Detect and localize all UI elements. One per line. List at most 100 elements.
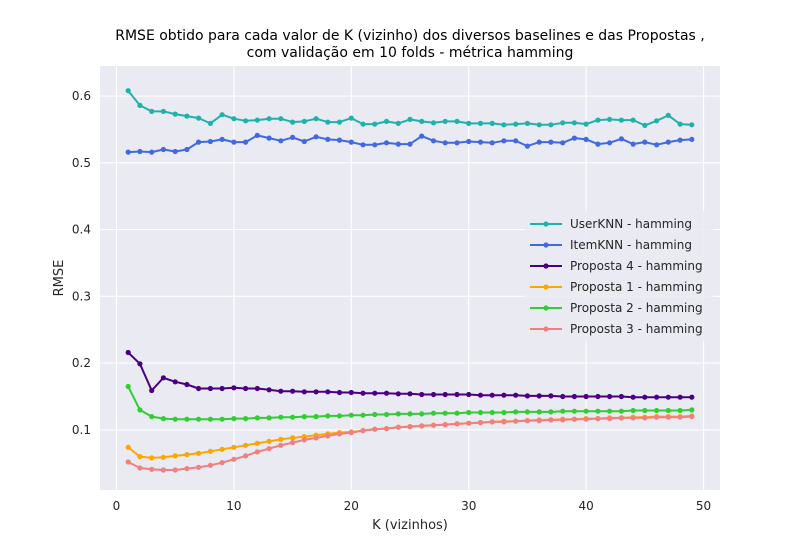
data-point bbox=[524, 143, 531, 149]
data-point bbox=[254, 415, 260, 421]
data-point bbox=[630, 141, 636, 147]
data-point bbox=[618, 117, 625, 123]
series-group bbox=[125, 88, 695, 473]
data-point bbox=[219, 416, 225, 422]
y-tick-label: 0.2 bbox=[72, 356, 91, 370]
data-point bbox=[677, 121, 683, 127]
data-point bbox=[207, 120, 213, 126]
data-point bbox=[501, 419, 507, 425]
legend-item: ItemKNN - hamming bbox=[530, 238, 692, 252]
data-point bbox=[513, 409, 519, 415]
data-point bbox=[654, 394, 660, 400]
data-point bbox=[466, 138, 472, 145]
data-point bbox=[524, 120, 531, 126]
data-point bbox=[313, 414, 319, 420]
data-point bbox=[372, 121, 378, 127]
data-point bbox=[172, 467, 178, 473]
data-point bbox=[313, 389, 319, 395]
y-axis-ticks: 0.1 0.2 0.3 0.4 0.5 0.6 bbox=[72, 89, 91, 437]
data-point bbox=[489, 392, 495, 398]
data-point bbox=[360, 428, 366, 434]
data-point bbox=[196, 450, 202, 456]
data-point bbox=[630, 415, 636, 421]
data-point bbox=[301, 389, 307, 395]
data-point bbox=[501, 138, 507, 144]
legend-item: UserKNN - hamming bbox=[530, 217, 692, 231]
data-point bbox=[607, 393, 613, 400]
data-point bbox=[137, 361, 143, 367]
data-point bbox=[689, 122, 695, 128]
data-point bbox=[630, 407, 636, 414]
data-point bbox=[536, 409, 542, 415]
data-point bbox=[243, 139, 249, 145]
data-point bbox=[548, 393, 554, 399]
data-point bbox=[196, 115, 202, 121]
data-point bbox=[548, 409, 554, 415]
data-point bbox=[513, 121, 519, 127]
legend: UserKNN - hamming ItemKNN - hamming Propos… bbox=[525, 211, 713, 341]
data-point bbox=[172, 453, 178, 459]
data-point bbox=[395, 424, 401, 430]
data-point bbox=[654, 414, 660, 420]
data-point bbox=[160, 416, 166, 422]
data-point bbox=[149, 108, 155, 114]
data-point bbox=[395, 141, 401, 147]
data-point bbox=[301, 437, 307, 443]
data-point bbox=[665, 112, 671, 118]
data-point bbox=[325, 136, 331, 142]
data-point bbox=[677, 414, 683, 420]
data-point bbox=[489, 409, 495, 416]
data-point bbox=[290, 440, 296, 446]
legend-item: Proposta 3 - hamming bbox=[530, 322, 703, 336]
data-point bbox=[290, 414, 296, 420]
data-point bbox=[336, 413, 343, 419]
data-point bbox=[571, 120, 578, 126]
data-point bbox=[325, 413, 331, 419]
data-point bbox=[160, 375, 166, 381]
data-point bbox=[231, 116, 237, 122]
data-point bbox=[477, 420, 484, 426]
data-point bbox=[184, 452, 190, 458]
data-point bbox=[125, 444, 131, 450]
data-point bbox=[618, 136, 625, 142]
y-axis-label: RMSE bbox=[52, 260, 67, 297]
data-point bbox=[489, 140, 495, 146]
data-point bbox=[466, 420, 472, 426]
data-point bbox=[489, 120, 495, 126]
data-point bbox=[419, 411, 425, 417]
data-point bbox=[325, 389, 331, 395]
data-point bbox=[196, 385, 202, 392]
data-point bbox=[243, 442, 249, 448]
legend-marker bbox=[543, 326, 549, 332]
data-point bbox=[243, 118, 249, 124]
data-point bbox=[207, 416, 213, 422]
legend-box bbox=[525, 211, 713, 341]
data-point bbox=[560, 140, 566, 146]
data-point bbox=[313, 116, 319, 122]
data-point bbox=[407, 116, 413, 122]
data-point bbox=[149, 149, 155, 155]
data-point bbox=[654, 142, 660, 148]
data-point bbox=[172, 148, 178, 155]
data-point bbox=[513, 418, 519, 424]
data-point bbox=[454, 410, 460, 416]
data-point bbox=[689, 407, 695, 413]
data-point bbox=[137, 454, 143, 460]
data-point bbox=[254, 440, 260, 446]
data-point bbox=[477, 120, 484, 126]
legend-label: Proposta 4 - hamming bbox=[570, 259, 703, 273]
data-point bbox=[430, 422, 437, 428]
data-point bbox=[513, 392, 519, 398]
data-point bbox=[642, 394, 648, 400]
data-point bbox=[254, 132, 260, 138]
data-point bbox=[607, 140, 613, 146]
data-point bbox=[442, 410, 448, 416]
data-point bbox=[571, 416, 578, 422]
data-point bbox=[607, 416, 613, 422]
data-point bbox=[419, 118, 425, 124]
data-point bbox=[383, 140, 390, 146]
data-point bbox=[595, 416, 601, 422]
data-point bbox=[419, 133, 425, 139]
legend-label: Proposta 2 - hamming bbox=[570, 301, 703, 315]
